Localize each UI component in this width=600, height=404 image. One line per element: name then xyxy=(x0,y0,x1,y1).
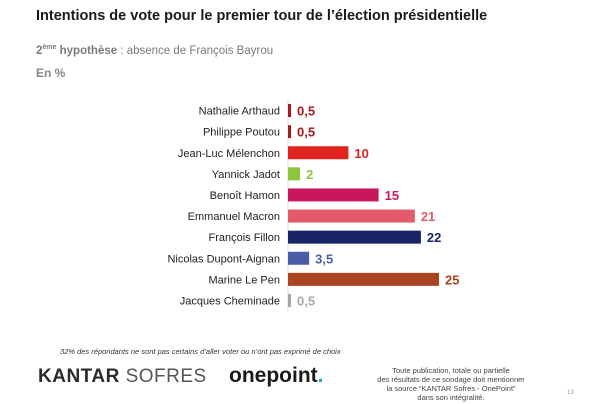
onepoint-logo-text: onepoint xyxy=(229,364,318,387)
value-label-yannick-jadot: 2 xyxy=(306,167,313,182)
value-label-nicolas-dupont-aignan: 3,5 xyxy=(315,251,333,266)
value-label-benoit-hamon: 15 xyxy=(385,188,399,203)
chart-subtitle: 2ème hypothèse : absence de François Bay… xyxy=(36,44,273,57)
value-label-jacques-cheminade: 0,5 xyxy=(297,293,315,308)
hypothesis-label: hypothèse xyxy=(59,45,118,57)
bar-yannick-jadot xyxy=(288,167,301,181)
onepoint-logo-dot: . xyxy=(317,364,324,387)
kantar-sofres-logo: KANTAR SOFRES xyxy=(38,366,207,388)
bar-nathalie-arthaud xyxy=(288,104,292,118)
category-label-nathalie-arthaud: Nathalie Arthaud xyxy=(199,106,280,118)
category-label-nicolas-dupont-aignan: Nicolas Dupont-Aignan xyxy=(167,253,280,265)
value-label-emmanuel-macron: 21 xyxy=(421,209,435,224)
bar-jean-luc-melenchon xyxy=(288,146,349,160)
legal-line: dans son intégralité. xyxy=(417,393,485,402)
bar-francois-fillon xyxy=(288,230,421,244)
legal-line: la source “KANTAR Sofres - OnePoint” xyxy=(386,384,516,393)
onepoint-logo: onepoint. xyxy=(229,364,324,388)
category-label-jean-luc-melenchon: Jean-Luc Mélenchon xyxy=(178,148,280,160)
value-label-nathalie-arthaud: 0,5 xyxy=(297,104,315,119)
unit-label: En % xyxy=(36,66,66,80)
bar-benoit-hamon xyxy=(288,188,379,202)
sofres-logo-text: SOFRES xyxy=(119,366,207,387)
bar-jacques-cheminade xyxy=(288,293,292,307)
category-label-yannick-jadot: Yannick Jadot xyxy=(212,169,280,181)
hypothesis-number: 2 xyxy=(36,45,43,57)
page-number: 13 xyxy=(567,390,574,396)
hypothesis-text: : absence de François Bayrou xyxy=(117,45,274,57)
bar-marine-le-pen xyxy=(288,272,439,286)
kantar-logo-text: KANTAR xyxy=(38,366,120,387)
bar-nicolas-dupont-aignan xyxy=(288,251,310,265)
legal-line: Toute publication, totale ou partielle xyxy=(392,366,510,375)
category-label-jacques-cheminade: Jacques Cheminade xyxy=(180,295,280,307)
hypothesis-ordinal-suffix: ème xyxy=(42,44,57,51)
category-label-benoit-hamon: Benoît Hamon xyxy=(210,190,280,202)
category-label-philippe-poutou: Philippe Poutou xyxy=(203,127,280,139)
bar-chart: Nathalie Arthaud 0,5 Philippe Poutou 0,5 Jea… xyxy=(167,100,459,311)
legal-notice: Toute publication, totale ou partielle d… xyxy=(372,366,530,402)
value-label-marine-le-pen: 25 xyxy=(445,272,459,287)
value-label-jean-luc-melenchon: 10 xyxy=(354,146,368,161)
category-label-francois-fillon: François Fillon xyxy=(208,232,280,244)
bar-philippe-poutou xyxy=(288,125,292,139)
category-label-marine-le-pen: Marine Le Pen xyxy=(208,274,280,286)
legal-line: des résultats de ce sondage doit mention… xyxy=(377,375,525,384)
value-label-francois-fillon: 22 xyxy=(427,230,441,245)
category-label-emmanuel-macron: Emmanuel Macron xyxy=(188,211,280,223)
chart-title: Intentions de vote pour le premier tour … xyxy=(36,8,488,24)
value-label-philippe-poutou: 0,5 xyxy=(297,125,315,140)
bar-emmanuel-macron xyxy=(288,209,415,223)
footnote: 32% des répondants ne sont pas certains … xyxy=(60,347,341,356)
